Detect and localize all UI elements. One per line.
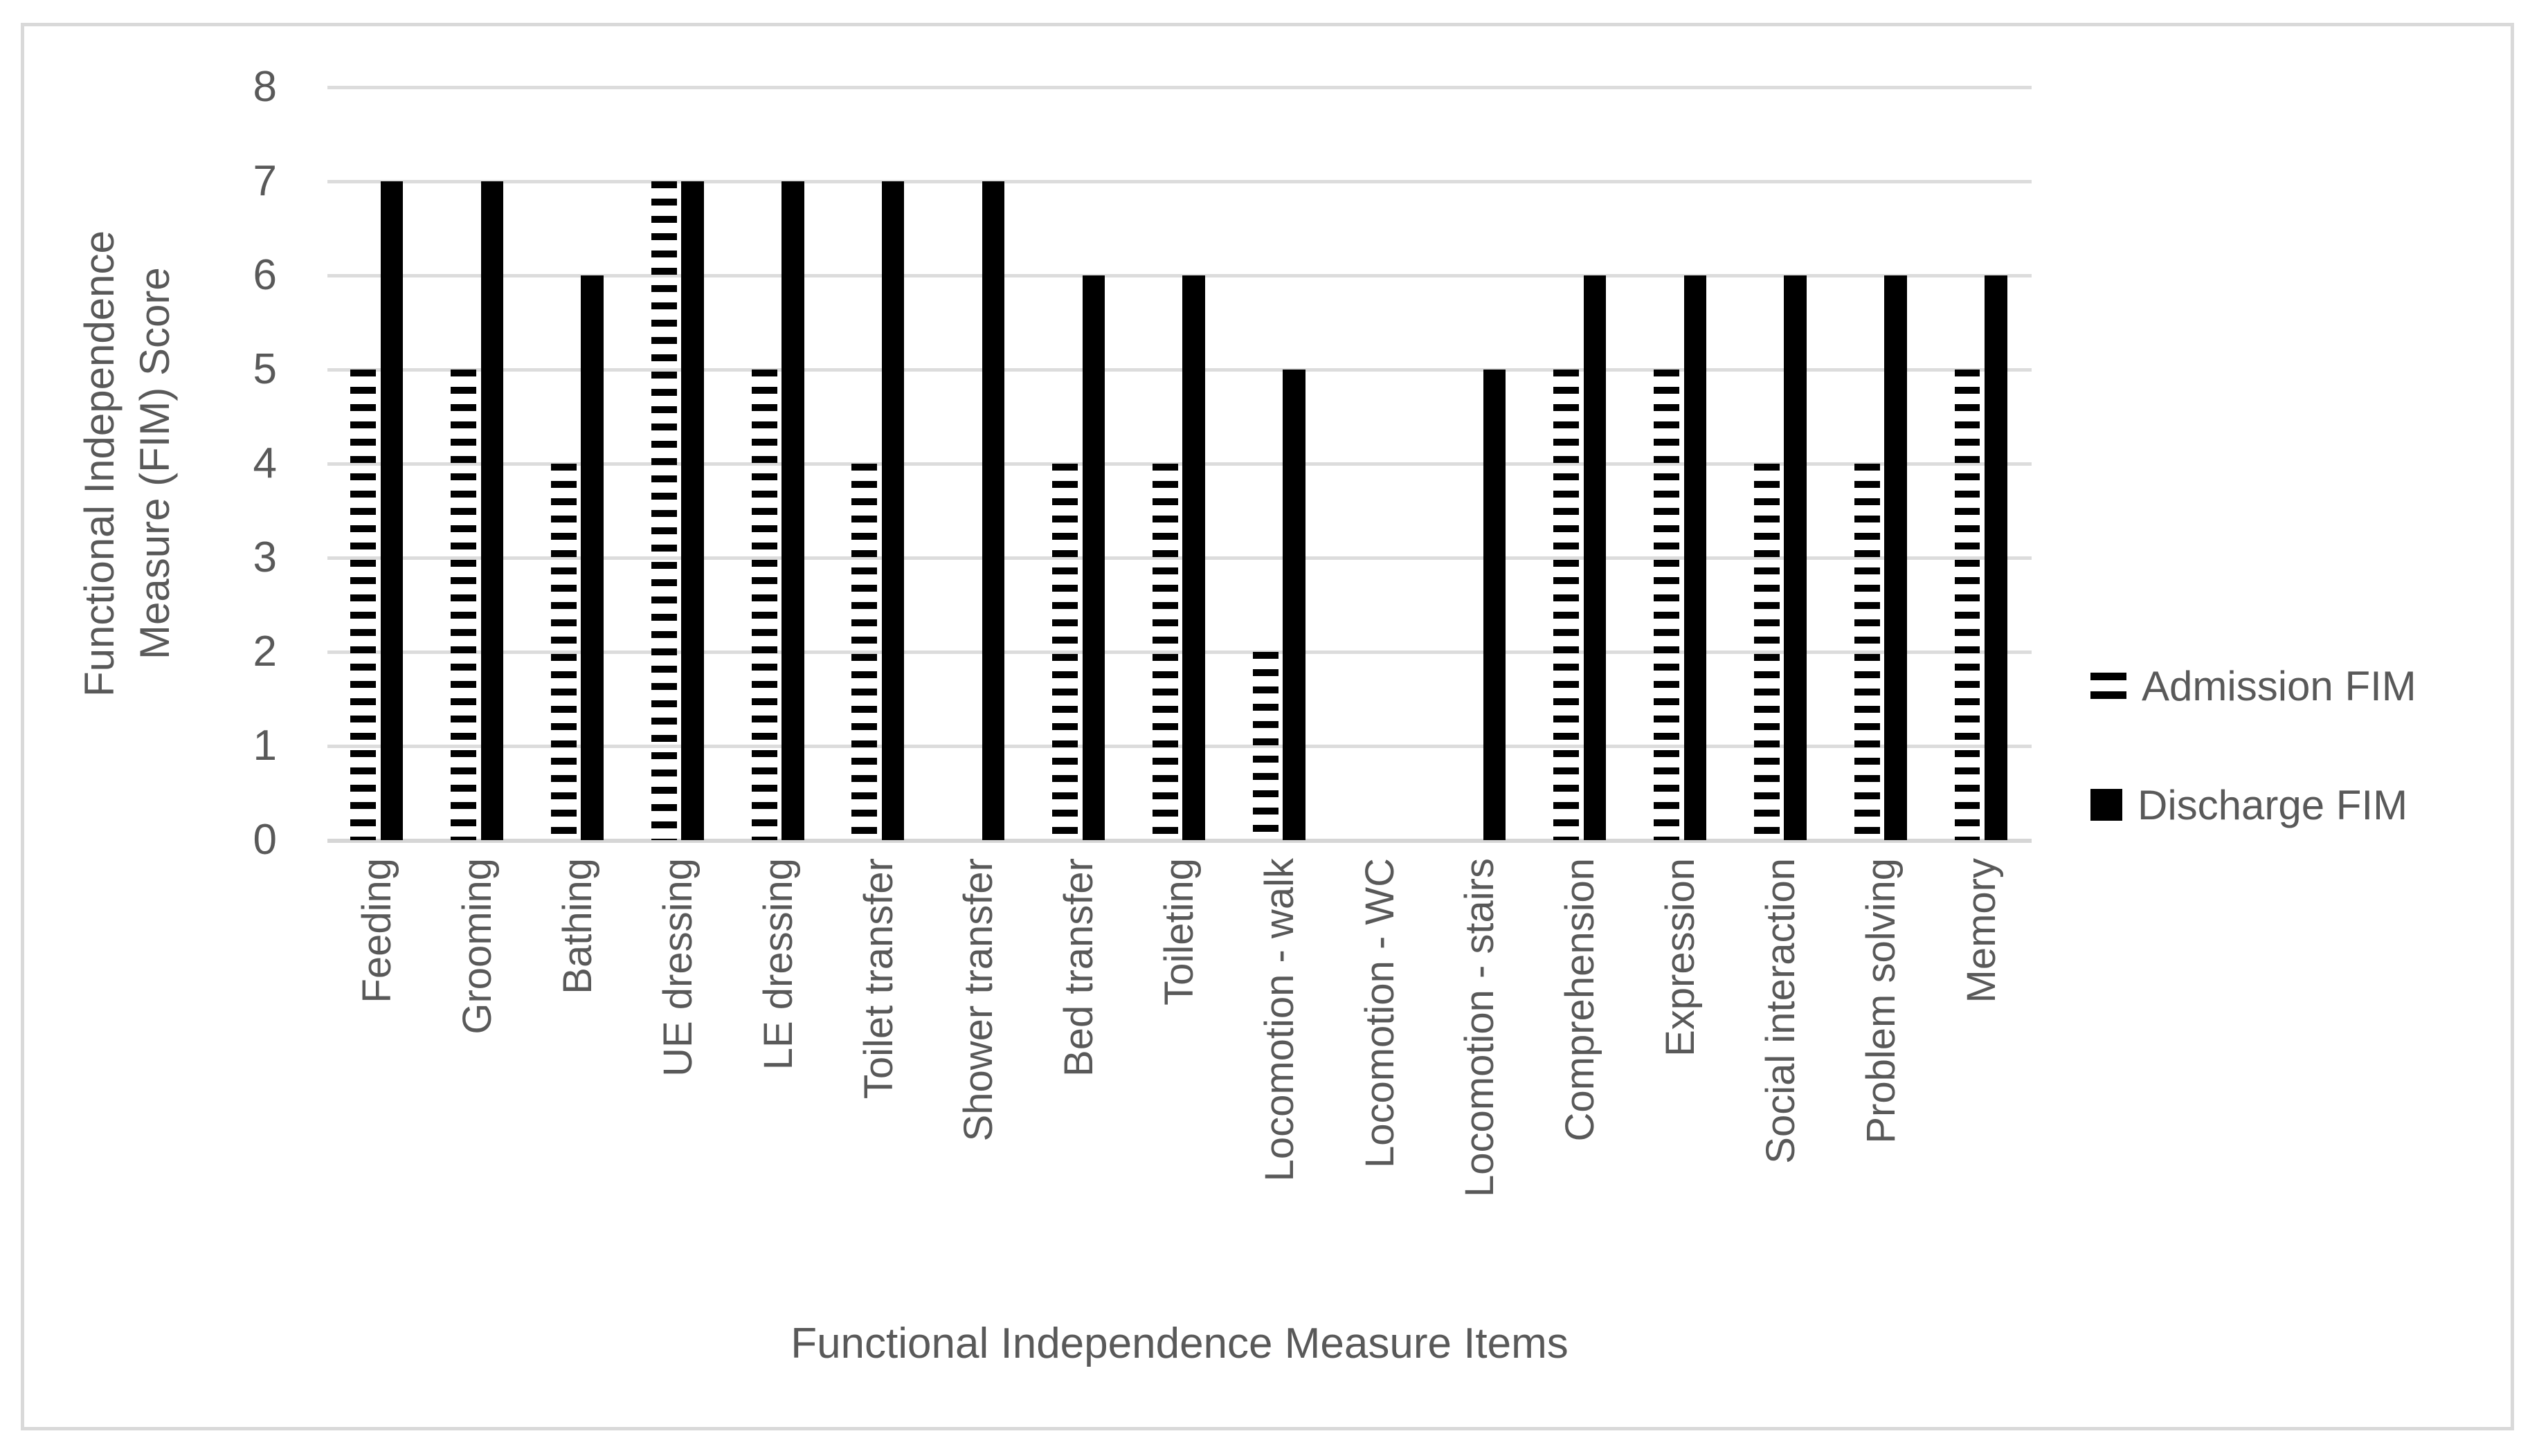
discharge-bar: [982, 181, 1005, 840]
discharge-bar: [1483, 370, 1506, 840]
gridline-0: [327, 839, 2032, 843]
discharge-solid-swatch-icon: [2090, 789, 2122, 821]
x-axis-label: Feeding: [354, 858, 400, 1003]
gridline-7: [327, 180, 2032, 183]
admission-bar: [1252, 652, 1278, 840]
admission-bar: [550, 464, 577, 840]
discharge-bar: [781, 181, 804, 840]
y-axis-title-line1: Functional Independence: [76, 230, 123, 697]
x-axis-label: Problem solving: [1858, 858, 1904, 1144]
x-axis-label: Comprehension: [1557, 858, 1603, 1142]
legend-item-discharge: Discharge FIM: [2090, 776, 2416, 833]
discharge-bar: [881, 181, 905, 840]
legend: Admission FIM Discharge FIM: [2090, 657, 2416, 895]
category-cell: [1330, 87, 1430, 840]
admission-bar: [1052, 464, 1078, 840]
discharge-bar: [1784, 275, 1807, 840]
swatch-dash: [2090, 673, 2126, 680]
gridline-4: [327, 462, 2032, 466]
discharge-bar: [1884, 275, 1907, 840]
y-tick-label-5: 5: [253, 345, 277, 393]
x-axis-label: Grooming: [455, 858, 500, 1035]
admission-bar: [1854, 464, 1880, 840]
category-cell: [628, 87, 728, 840]
discharge-bar: [681, 181, 704, 840]
x-axis-title: Functional Independence Measure Items: [790, 1320, 1569, 1367]
y-tick-label-3: 3: [253, 534, 277, 581]
y-tick-label-8: 8: [253, 63, 277, 111]
admission-bar: [1954, 370, 1980, 840]
x-axis-label: Bathing: [555, 858, 601, 994]
admission-bar: [851, 464, 878, 840]
legend-item-admission: Admission FIM: [2090, 657, 2416, 714]
legend-label-discharge: Discharge FIM: [2138, 781, 2408, 828]
x-axis-label: Locomotion - WC: [1357, 858, 1402, 1169]
x-axis-label: UE dressing: [655, 858, 701, 1077]
x-axis-label: LE dressing: [755, 858, 801, 1071]
bars-layer: [327, 87, 2032, 840]
x-axis-label: Toileting: [1157, 858, 1202, 1005]
discharge-bar: [1985, 275, 2007, 840]
x-axis-label: Bed transfer: [1056, 858, 1102, 1077]
y-tick-label-1: 1: [253, 722, 277, 770]
gridline-6: [327, 274, 2032, 277]
discharge-bar: [1283, 370, 1305, 840]
discharge-bar: [1583, 275, 1607, 840]
x-axis-label: Shower transfer: [956, 858, 1002, 1142]
category-cell: [1229, 87, 1330, 840]
category-cell: [1631, 87, 1731, 840]
y-tick-label-2: 2: [253, 628, 277, 675]
category-cell: [1530, 87, 1631, 840]
x-axis-label: Toilet transfer: [856, 858, 901, 1100]
discharge-bar: [1082, 275, 1105, 840]
category-cell: [1130, 87, 1230, 840]
x-axis-label: Social interaction: [1758, 858, 1803, 1164]
admission-bar: [451, 370, 477, 840]
plot-area: [327, 86, 2032, 843]
category-cell: [528, 87, 629, 840]
y-tick-label-7: 7: [253, 157, 277, 205]
admission-bar: [1654, 370, 1679, 840]
category-cell: [829, 87, 929, 840]
y-axis-title: Functional Independence Measure (FIM) Sc…: [72, 87, 183, 840]
y-tick-label-4: 4: [253, 439, 277, 487]
admission-dashed-swatch-icon: [2090, 673, 2126, 699]
admission-bar: [350, 370, 377, 840]
discharge-bar: [581, 275, 604, 840]
discharge-bar: [1182, 275, 1205, 840]
admission-bar: [651, 181, 677, 840]
gridline-5: [327, 368, 2032, 372]
gridline-1: [327, 745, 2032, 748]
category-cell: [929, 87, 1029, 840]
category-cell: [428, 87, 528, 840]
category-cell: [1831, 87, 1931, 840]
x-axis-label: Locomotion - walk: [1256, 858, 1302, 1182]
admission-bar: [1152, 464, 1178, 840]
discharge-bar: [380, 181, 404, 840]
y-axis-title-line2: Measure (FIM) Score: [132, 267, 178, 660]
gridline-8: [327, 86, 2032, 89]
category-cell: [1931, 87, 2032, 840]
x-axis-label: Memory: [1958, 858, 2004, 1003]
swatch-dash: [2090, 691, 2126, 699]
category-cell: [1029, 87, 1130, 840]
y-tick-label-6: 6: [253, 251, 277, 299]
admission-bar: [751, 370, 777, 840]
discharge-bar: [480, 181, 504, 840]
admission-bar: [1553, 370, 1580, 840]
x-axis-label: Locomotion - stairs: [1457, 858, 1503, 1197]
gridline-3: [327, 556, 2032, 560]
category-cell: [327, 87, 428, 840]
legend-label-admission: Admission FIM: [2142, 662, 2416, 709]
x-axis-label: Expression: [1658, 858, 1704, 1057]
y-tick-label-0: 0: [253, 816, 277, 864]
admission-bar: [1753, 464, 1780, 840]
gridline-2: [327, 650, 2032, 654]
category-cell: [728, 87, 829, 840]
category-cell: [1731, 87, 1832, 840]
discharge-bar: [1683, 275, 1707, 840]
category-cell: [1430, 87, 1530, 840]
